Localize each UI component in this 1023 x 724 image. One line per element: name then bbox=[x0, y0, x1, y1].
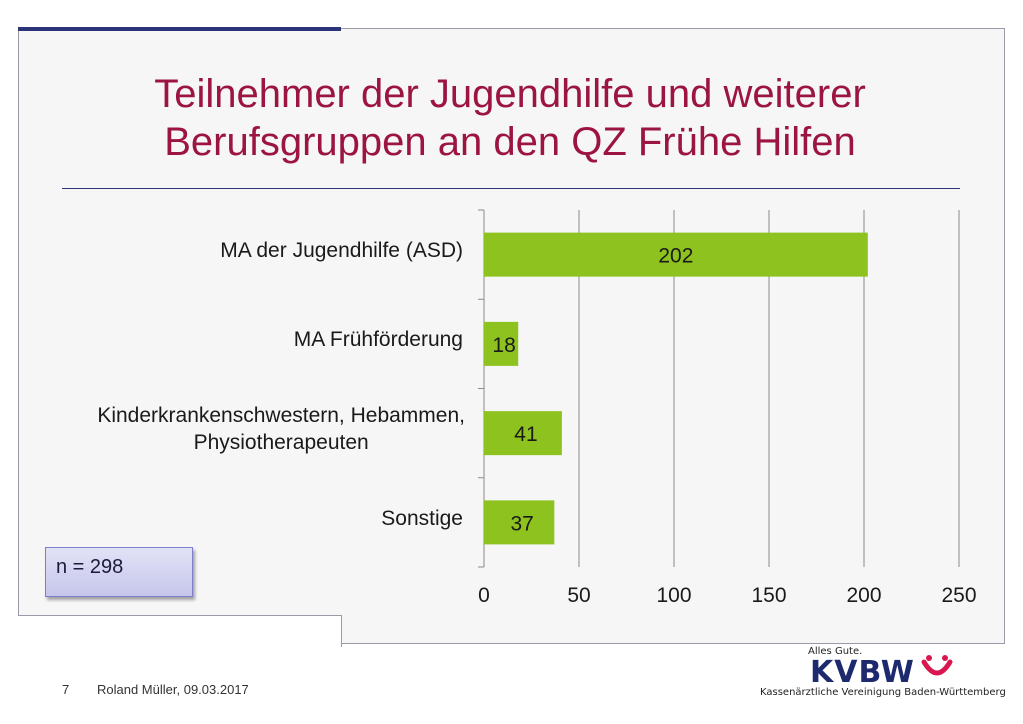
slide-title: Teilnehmer der Jugendhilfe und weiterer … bbox=[40, 70, 980, 166]
x-tick-label-200: 200 bbox=[846, 584, 881, 607]
bar-0 bbox=[484, 232, 868, 277]
logo-slogan: Alles Gute. bbox=[808, 646, 863, 657]
bar-1 bbox=[484, 321, 519, 366]
category-label-line: Physiotherapeuten bbox=[193, 431, 369, 455]
category-label-line: Kinderkrankenschwestern, Hebammen, bbox=[97, 404, 465, 428]
category-label-1: MA Frühförderung bbox=[294, 326, 463, 353]
frame-accent-bar bbox=[18, 27, 341, 31]
data-label-3: 37 bbox=[510, 512, 533, 535]
page-number: 7 bbox=[62, 682, 70, 697]
frame-notch bbox=[18, 615, 342, 647]
x-tick-label-250: 250 bbox=[941, 584, 976, 607]
logo-wordmark: KVBW bbox=[810, 655, 915, 690]
title-divider bbox=[62, 188, 960, 189]
category-label-line: MA der Jugendhilfe (ASD) bbox=[220, 239, 463, 263]
x-tick-label-100: 100 bbox=[656, 584, 691, 607]
bar-3 bbox=[484, 500, 555, 545]
x-tick-label-50: 50 bbox=[567, 584, 590, 607]
smile-icon bbox=[921, 655, 953, 676]
category-label-0: MA der Jugendhilfe (ASD) bbox=[220, 237, 463, 264]
logo-subtitle: Kassenärztliche Vereinigung Baden-Württe… bbox=[760, 687, 1006, 698]
bar-2 bbox=[484, 411, 562, 456]
kvbw-logo: Alles Gute. KVBW Kassenärztliche Vereini… bbox=[760, 640, 1006, 704]
title-line-1: Teilnehmer der Jugendhilfe und weiterer bbox=[154, 72, 866, 116]
x-tick-label-150: 150 bbox=[751, 584, 786, 607]
sample-size-text: n = 298 bbox=[56, 556, 124, 578]
category-label-3: Sonstige bbox=[381, 505, 463, 532]
data-label-2: 41 bbox=[514, 423, 537, 446]
category-label-line: MA Frühförderung bbox=[293, 328, 463, 352]
title-line-2: Berufsgruppen an den QZ Frühe Hilfen bbox=[164, 120, 856, 164]
data-label-0: 202 bbox=[658, 245, 693, 268]
category-label-2: Kinderkrankenschwestern, Hebammen, Physio… bbox=[97, 402, 465, 456]
sample-size-box: n = 298 bbox=[45, 547, 193, 597]
category-label-line: Sonstige bbox=[381, 506, 463, 530]
author-date: Roland Müller, 09.03.2017 bbox=[97, 682, 249, 697]
data-label-1: 18 bbox=[492, 334, 515, 357]
x-tick-label-0: 0 bbox=[478, 584, 490, 607]
